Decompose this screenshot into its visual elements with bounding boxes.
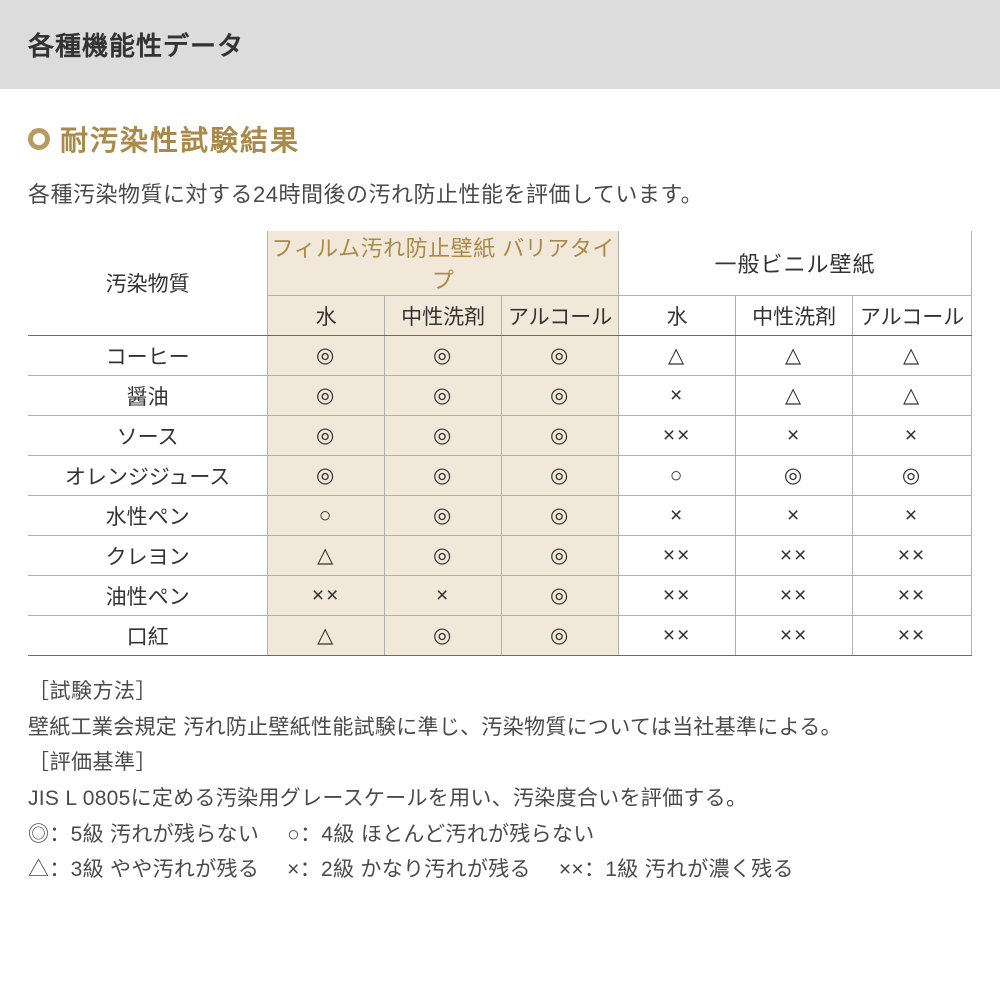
criteria-text: JIS L 0805に定める汚染用グレースケールを用い、汚染度合いを評価する。	[28, 781, 972, 817]
row-label: 水性ペン	[28, 496, 268, 536]
cell-value: ×	[619, 496, 736, 536]
cell-value: △	[736, 376, 853, 416]
cell-value: ××	[619, 416, 736, 456]
cell-value: ◎	[385, 496, 502, 536]
row-label: オレンジジュース	[28, 456, 268, 496]
table-row: コーヒー◎◎◎△△△	[28, 336, 972, 376]
legend-line-1: ◎：5級 汚れが残らない ○：4級 ほとんど汚れが残らない	[28, 817, 972, 853]
cell-value: ×	[736, 496, 853, 536]
cell-value: ◎	[268, 336, 385, 376]
section-title-row: 耐汚染性試験結果	[28, 119, 972, 159]
section-subtitle: 各種汚染物質に対する24時間後の汚れ防止性能を評価しています。	[28, 177, 972, 209]
notes-block: ［試験方法］ 壁紙工業会規定 汚れ防止壁紙性能試験に準じ、汚染物質については当社…	[28, 674, 972, 888]
method-label: ［試験方法］	[28, 674, 972, 710]
legend-item: ○：4級 ほとんど汚れが残らない	[287, 817, 594, 853]
cell-value: △	[853, 376, 972, 416]
cell-value: ◎	[853, 456, 972, 496]
cell-value: ×	[853, 416, 972, 456]
sub-header: 中性洗剤	[385, 296, 502, 336]
cell-value: ××	[853, 536, 972, 576]
results-table: 汚染物質 フィルム汚れ防止壁紙 バリアタイプ 一般ビニル壁紙 水 中性洗剤 アル…	[28, 231, 972, 656]
page-title: 各種機能性データ	[28, 31, 244, 61]
group-header-vinyl: 一般ビニル壁紙	[619, 231, 972, 296]
cell-value: ××	[736, 536, 853, 576]
cell-value: △	[268, 536, 385, 576]
cell-value: ×	[853, 496, 972, 536]
cell-value: ××	[853, 576, 972, 616]
cell-value: ◎	[502, 376, 619, 416]
cell-value: ◎	[385, 416, 502, 456]
legend-item: ×：2級 かなり汚れが残る	[287, 852, 531, 888]
cell-value: ○	[619, 456, 736, 496]
legend-line-2: △：3級 やや汚れが残る ×：2級 かなり汚れが残る ××：1級 汚れが濃く残る	[28, 852, 972, 888]
row-label: コーヒー	[28, 336, 268, 376]
cell-value: ◎	[385, 376, 502, 416]
cell-value: ◎	[385, 336, 502, 376]
cell-value: ××	[619, 616, 736, 656]
cell-value: △	[619, 336, 736, 376]
table-row: 油性ペン×××◎××××××	[28, 576, 972, 616]
cell-value: ◎	[502, 616, 619, 656]
sub-header: アルコール	[853, 296, 972, 336]
cell-value: ◎	[736, 456, 853, 496]
criteria-label: ［評価基準］	[28, 745, 972, 781]
sub-header: アルコール	[502, 296, 619, 336]
cell-value: ○	[268, 496, 385, 536]
results-tbody: コーヒー◎◎◎△△△醤油◎◎◎×△△ソース◎◎◎××××オレンジジュース◎◎◎○…	[28, 336, 972, 656]
cell-value: ××	[619, 536, 736, 576]
legend-item: △：3級 やや汚れが残る	[28, 852, 259, 888]
method-text: 壁紙工業会規定 汚れ防止壁紙性能試験に準じ、汚染物質については当社基準による。	[28, 710, 972, 746]
cell-value: ◎	[268, 416, 385, 456]
row-label: 口紅	[28, 616, 268, 656]
cell-value: ◎	[502, 456, 619, 496]
cell-value: ◎	[502, 336, 619, 376]
row-header: 汚染物質	[28, 231, 268, 336]
table-row: クレヨン△◎◎××××××	[28, 536, 972, 576]
sub-header: 水	[619, 296, 736, 336]
cell-value: ××	[736, 576, 853, 616]
cell-value: ◎	[268, 376, 385, 416]
cell-value: ◎	[385, 616, 502, 656]
legend-item: ××：1級 汚れが濃く残る	[559, 852, 794, 888]
cell-value: △	[736, 336, 853, 376]
cell-value: △	[268, 616, 385, 656]
cell-value: ◎	[385, 536, 502, 576]
page-header: 各種機能性データ	[0, 0, 1000, 89]
row-label: クレヨン	[28, 536, 268, 576]
cell-value: △	[853, 336, 972, 376]
cell-value: ××	[736, 616, 853, 656]
legend-item: ◎：5級 汚れが残らない	[28, 817, 259, 853]
sub-header: 中性洗剤	[736, 296, 853, 336]
row-label: ソース	[28, 416, 268, 456]
cell-value: ◎	[502, 496, 619, 536]
section-title: 耐汚染性試験結果	[60, 119, 300, 159]
cell-value: ×	[736, 416, 853, 456]
row-label: 油性ペン	[28, 576, 268, 616]
content: 耐汚染性試験結果 各種汚染物質に対する24時間後の汚れ防止性能を評価しています。…	[0, 89, 1000, 888]
cell-value: ×	[619, 376, 736, 416]
table-row: オレンジジュース◎◎◎○◎◎	[28, 456, 972, 496]
cell-value: ◎	[502, 536, 619, 576]
cell-value: ××	[853, 616, 972, 656]
cell-value: ◎	[502, 576, 619, 616]
table-row: 水性ペン○◎◎×××	[28, 496, 972, 536]
bullet-icon	[28, 128, 50, 150]
cell-value: ◎	[385, 456, 502, 496]
cell-value: ××	[268, 576, 385, 616]
table-row: 醤油◎◎◎×△△	[28, 376, 972, 416]
table-row: ソース◎◎◎××××	[28, 416, 972, 456]
cell-value: ◎	[502, 416, 619, 456]
table-row: 口紅△◎◎××××××	[28, 616, 972, 656]
cell-value: ×	[385, 576, 502, 616]
cell-value: ◎	[268, 456, 385, 496]
row-label: 醤油	[28, 376, 268, 416]
cell-value: ××	[619, 576, 736, 616]
group-header-film: フィルム汚れ防止壁紙 バリアタイプ	[268, 231, 619, 296]
sub-header: 水	[268, 296, 385, 336]
